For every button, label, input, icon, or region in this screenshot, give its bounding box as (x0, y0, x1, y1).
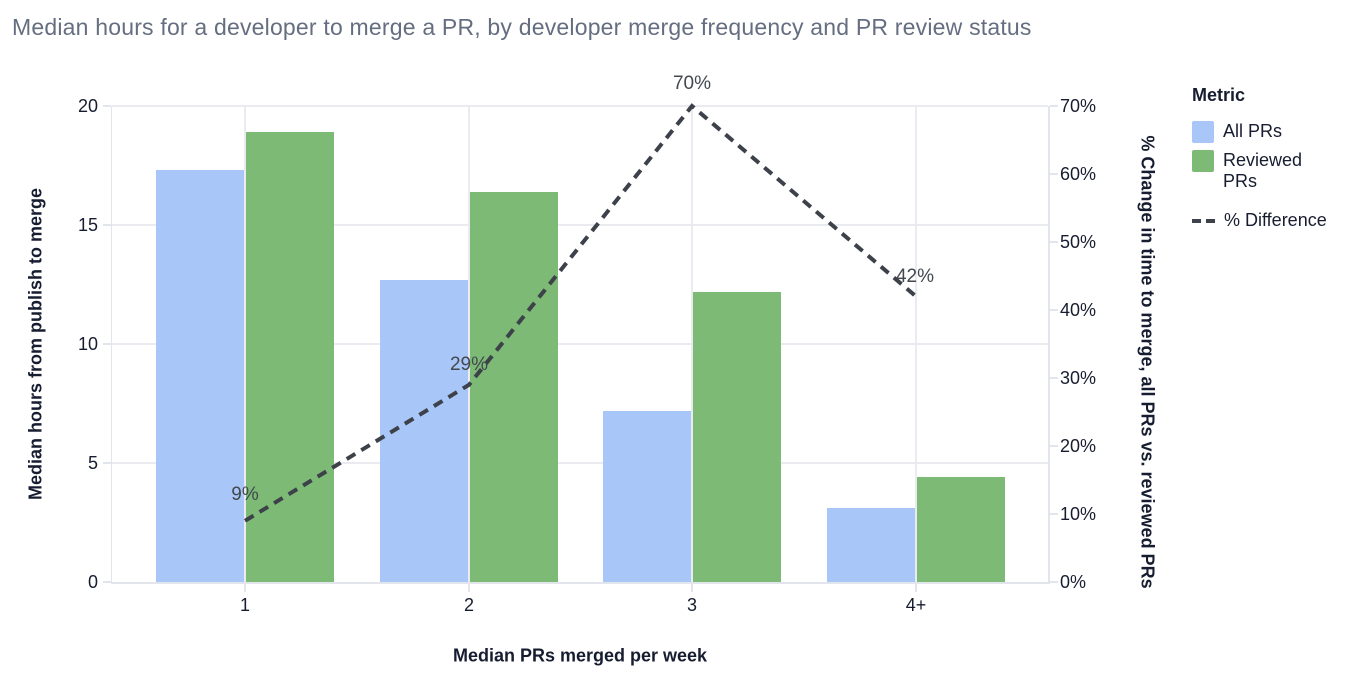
bar-all-prs-4+ (827, 508, 915, 582)
y-tick-label-right: 60% (1060, 164, 1097, 184)
x-axis-title: Median PRs merged per week (452, 645, 708, 666)
x-axis-line (110, 582, 1050, 584)
y-tick-label-left: 20 (77, 96, 98, 116)
legend-item: Reviewed PRs (1192, 150, 1334, 192)
bar-reviewed-prs-2 (470, 191, 558, 582)
y-axis-tick-left (102, 581, 111, 583)
y-tick-label-right: 30% (1060, 368, 1097, 388)
x-tick-label: 3 (686, 595, 697, 615)
y-tick-label-right: 40% (1060, 300, 1097, 320)
x-axis-tick (915, 583, 917, 592)
y-tick-label-right: 50% (1060, 232, 1097, 252)
h-gridline (112, 105, 1048, 107)
legend-items: All PRs Reviewed PRs % Difference (1192, 121, 1334, 232)
bar-all-prs-3 (603, 410, 691, 582)
bar-all-prs-1 (156, 170, 244, 582)
y-axis-tick-right (1049, 241, 1058, 243)
y-tick-label-right: 10% (1060, 504, 1097, 524)
bar-all-prs-2 (380, 279, 468, 582)
right-axis-title: % Change in time to merge, all PRs vs. r… (1137, 135, 1158, 589)
legend-item-label: % Difference (1224, 210, 1327, 230)
y-axis-line-right (1048, 106, 1050, 584)
x-axis-tick (468, 583, 470, 592)
legend: Metric All PRs Reviewed PRs % Difference (1192, 85, 1334, 239)
y-axis-line-left (110, 106, 112, 584)
y-tick-label-right: 0% (1060, 572, 1087, 592)
y-axis-tick-left (102, 462, 111, 464)
y-tick-label-left: 15 (77, 215, 98, 235)
y-axis-tick-left (102, 224, 111, 226)
y-axis-tick-right (1049, 309, 1058, 311)
legend-swatch-icon (1192, 150, 1214, 172)
difference-point-label: 70% (672, 73, 712, 94)
difference-point-label: 42% (895, 266, 935, 288)
x-tick-label: 2 (463, 595, 474, 615)
legend-dashed-line-icon (1192, 219, 1215, 223)
bar-reviewed-prs-1 (246, 132, 334, 582)
x-axis-tick (691, 583, 693, 592)
difference-line (243, 103, 918, 523)
y-axis-tick-left (102, 343, 111, 345)
y-axis-tick-right (1049, 581, 1058, 583)
legend-item: All PRs (1192, 121, 1334, 143)
y-tick-label-right: 70% (1060, 96, 1097, 116)
x-tick-label: 4+ (905, 595, 927, 615)
bar-reviewed-prs-4+ (917, 477, 1005, 582)
legend-item: % Difference (1192, 210, 1334, 232)
legend-title: Metric (1192, 85, 1246, 105)
bar-reviewed-prs-3 (693, 291, 781, 582)
y-axis-tick-right (1049, 445, 1058, 447)
left-axis-title: Median hours from publish to merge (25, 187, 46, 501)
legend-swatch-icon (1192, 121, 1214, 143)
y-tick-label-left: 0 (87, 572, 98, 592)
difference-point-label: 9% (231, 483, 259, 505)
y-tick-label-left: 5 (87, 453, 98, 473)
y-axis-tick-right (1049, 173, 1058, 175)
legend-item-label: All PRs (1223, 121, 1283, 141)
y-tick-label-right: 20% (1060, 436, 1097, 456)
y-axis-tick-right (1049, 513, 1058, 515)
x-axis-tick (244, 583, 246, 592)
x-tick-label: 1 (239, 595, 250, 615)
legend-item-label: Reviewed PRs (1223, 150, 1303, 191)
chart-title: Median hours for a developer to merge a … (12, 14, 1032, 40)
y-tick-label-left: 10 (77, 334, 98, 354)
y-axis-tick-right (1049, 105, 1058, 107)
difference-point-label: 29% (449, 353, 489, 375)
y-axis-tick-left (102, 105, 111, 107)
y-axis-tick-right (1049, 377, 1058, 379)
legend-swatch-icon (1192, 210, 1215, 232)
